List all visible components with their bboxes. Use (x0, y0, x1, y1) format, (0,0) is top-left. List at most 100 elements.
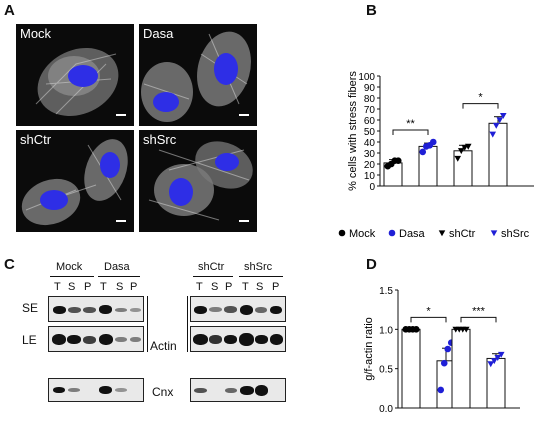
micrograph-mock: Mock (16, 24, 134, 126)
bar (486, 357, 506, 409)
y-tick-label: 0.0 (379, 404, 393, 415)
actin-bracket-right (187, 296, 188, 352)
micrograph-shsrc: shSrc (139, 130, 257, 232)
y-tick-label: 50 (364, 127, 376, 138)
significance-label: * (426, 305, 431, 317)
row-label-le: LE (22, 333, 37, 347)
data-point (457, 148, 465, 155)
chart-gf-actin: 0.0 0.5 1.0 1.5 g/f-actin ratio * *** (360, 272, 550, 418)
data-point (492, 122, 500, 129)
blot-strip-se-left (48, 296, 144, 322)
lane-label-s: S (68, 281, 76, 293)
chart-stress-fibers: 0 10 20 30 40 50 60 70 80 90 100% cells with stres… (336, 18, 550, 254)
panel-letter-a: A (4, 2, 15, 19)
data-point (338, 229, 346, 237)
data-point (462, 326, 470, 333)
bar (451, 328, 471, 409)
group-label-dasa: Dasa (104, 261, 130, 273)
lane-label-p: P (272, 281, 280, 293)
lane-label-p: P (130, 281, 138, 293)
data-point (494, 355, 502, 361)
data-point (490, 358, 498, 365)
image-label: shSrc (143, 132, 177, 147)
blot-strip-cnx-left (48, 378, 144, 402)
data-point (490, 230, 498, 237)
blot-strip-le-right (190, 326, 286, 352)
data-point (429, 138, 437, 146)
blot-strip-le-left (48, 326, 144, 352)
legend-label: shSrc (501, 228, 530, 240)
y-tick-label: 70 (364, 105, 376, 116)
data-point (497, 351, 505, 358)
actin-label: Actin (150, 339, 177, 353)
group-label-shctr: shCtr (198, 261, 225, 273)
significance-label: * (478, 92, 483, 104)
lane-label-t: T (196, 281, 203, 293)
cell-image (21, 139, 128, 226)
legend-label: shCtr (449, 228, 476, 240)
y-tick-label: 100 (358, 72, 375, 83)
y-tick-label: 80 (364, 94, 376, 105)
lane-label-t: T (242, 281, 249, 293)
image-label: shCtr (20, 132, 52, 147)
y-tick-label: 40 (364, 138, 376, 149)
significance-bracket (460, 316, 497, 323)
group-underline (239, 276, 283, 277)
data-point (419, 148, 427, 156)
group-label-shsrc: shSrc (244, 261, 273, 273)
y-tick-label: 0 (369, 182, 375, 193)
lane-label-s: S (116, 281, 124, 293)
data-point (487, 361, 495, 368)
bar (401, 328, 421, 409)
cnx-label: Cnx (152, 385, 174, 399)
chart-d-svg: 0.00.51.01.5g/f-actin ratio* *** (363, 286, 520, 415)
y-tick-label: 10 (364, 171, 376, 182)
significance-bracket (462, 103, 499, 109)
data-point (388, 229, 396, 237)
legend-label: Dasa (399, 228, 426, 240)
significance-label: *** (472, 305, 486, 317)
lane-label-p: P (225, 281, 233, 293)
blot-strip-se-right (190, 296, 286, 322)
data-point (438, 230, 446, 237)
data-point (454, 155, 462, 162)
panel-letter-c: C (4, 256, 15, 273)
group-underline (193, 276, 233, 277)
micrograph-dasa: Dasa (139, 24, 257, 126)
group-underline (50, 276, 94, 277)
y-tick-label: 1.0 (379, 325, 393, 336)
significance-bracket (410, 316, 447, 323)
significance-label: ** (406, 118, 415, 130)
data-point (496, 117, 504, 124)
blot-strip-cnx-right (190, 378, 286, 402)
data-point (412, 326, 420, 333)
y-axis-label: g/f-actin ratio (363, 317, 375, 381)
image-label: Dasa (143, 26, 174, 41)
y-tick-label: 90 (364, 83, 376, 94)
data-point (394, 157, 402, 164)
significance-bracket (392, 129, 429, 135)
data-point (464, 143, 472, 150)
lane-label-t: T (100, 281, 107, 293)
y-tick-label: 20 (364, 160, 376, 171)
panel-letter-d: D (366, 256, 377, 273)
group-label-mock: Mock (56, 261, 83, 273)
y-tick-label: 30 (364, 149, 376, 160)
y-axis-label: % cells with stress fibers (347, 71, 359, 191)
cell-image (35, 47, 126, 117)
y-tick-label: 1.5 (379, 286, 393, 297)
cell-image (141, 31, 251, 122)
lane-label-s: S (211, 281, 219, 293)
data-point (440, 359, 448, 367)
data-point (499, 112, 507, 119)
data-point (437, 386, 445, 394)
cell-image (148, 141, 253, 222)
image-label: Mock (20, 26, 52, 41)
group-underline (98, 276, 140, 277)
panel-letter-b: B (366, 2, 377, 19)
data-point (444, 345, 452, 353)
lane-label-s: S (256, 281, 264, 293)
lane-label-t: T (54, 281, 61, 293)
row-label-se: SE (22, 301, 39, 315)
